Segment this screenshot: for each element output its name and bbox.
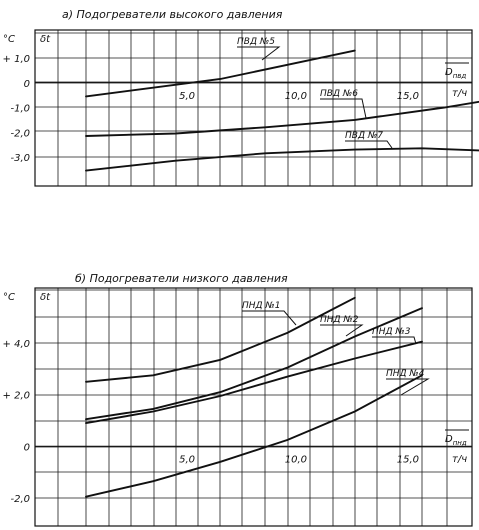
series-label: ПНД №1 — [242, 301, 281, 311]
y-tick-label: -1,0 — [10, 104, 30, 115]
series-leader — [386, 378, 430, 396]
x-tick-label: 10,0 — [285, 91, 307, 102]
x-axis-label-sub: пвд — [453, 72, 467, 80]
grid — [34, 288, 473, 527]
series-label: ПНД №3 — [372, 327, 411, 337]
chart-top-hp-heaters: а) Подогреватели высокого давления °C δt + … — [3, 8, 479, 187]
series-line — [85, 296, 356, 383]
series-line — [85, 49, 356, 98]
x-tick-label: 5,0 — [179, 91, 195, 102]
chart-title: а) Подогреватели высокого давления — [62, 8, 283, 21]
y-tick-label: -3,0 — [10, 153, 30, 164]
x-axis-label-main: D — [445, 434, 453, 445]
series-leader — [320, 324, 364, 337]
y-symbol-label: δt — [40, 34, 51, 45]
series-line — [85, 340, 423, 425]
series-leader — [242, 310, 297, 326]
x-axis-label-main: D — [445, 67, 453, 78]
chart-bottom-lp-heaters: б) Подогреватели низкого давления °C δt + 4… — [3, 272, 473, 527]
grid — [34, 30, 473, 187]
y-symbol-label: δt — [40, 292, 51, 303]
series-line — [85, 374, 423, 498]
x-axis-label: Dпвд — [445, 67, 466, 80]
y-tick-label: + 4,0 — [3, 339, 30, 350]
x-tick-label: 5,0 — [179, 454, 195, 465]
series-leader — [372, 336, 417, 345]
plot-frame — [34, 29, 473, 187]
x-unit-label: т/ч — [452, 454, 467, 465]
series-label: ПНД №2 — [320, 315, 359, 325]
y-unit-label: °C — [3, 34, 15, 45]
series-line — [85, 100, 479, 137]
series-line — [85, 307, 423, 421]
series-leader — [237, 46, 281, 61]
y-tick-label: 0 — [24, 442, 30, 453]
y-tick-label: + 1,0 — [3, 54, 30, 65]
y-tick-label: -2,0 — [10, 128, 30, 139]
y-tick-label: 0 — [24, 79, 30, 90]
x-axis-label: Dпнд — [445, 434, 467, 447]
series-label: ПВД №5 — [237, 37, 275, 47]
x-unit-label: т/ч — [452, 88, 467, 99]
series-label: ПНД №4 — [386, 369, 425, 379]
series-label: ПВД №7 — [345, 131, 383, 141]
series-leader — [320, 98, 367, 119]
y-tick-label: -2,0 — [10, 494, 30, 505]
x-tick-label: 15,0 — [397, 91, 419, 102]
y-tick-label: + 2,0 — [3, 391, 30, 402]
plot-frame — [34, 287, 473, 527]
x-tick-label: 10,0 — [285, 454, 307, 465]
y-unit-label: °C — [3, 292, 15, 303]
series-line — [85, 147, 479, 172]
series-leader — [345, 140, 393, 149]
x-tick-label: 15,0 — [397, 454, 419, 465]
series-label: ПВД №6 — [320, 89, 358, 99]
x-axis-label-sub: пнд — [453, 439, 467, 447]
chart-title: б) Подогреватели низкого давления — [75, 272, 288, 285]
